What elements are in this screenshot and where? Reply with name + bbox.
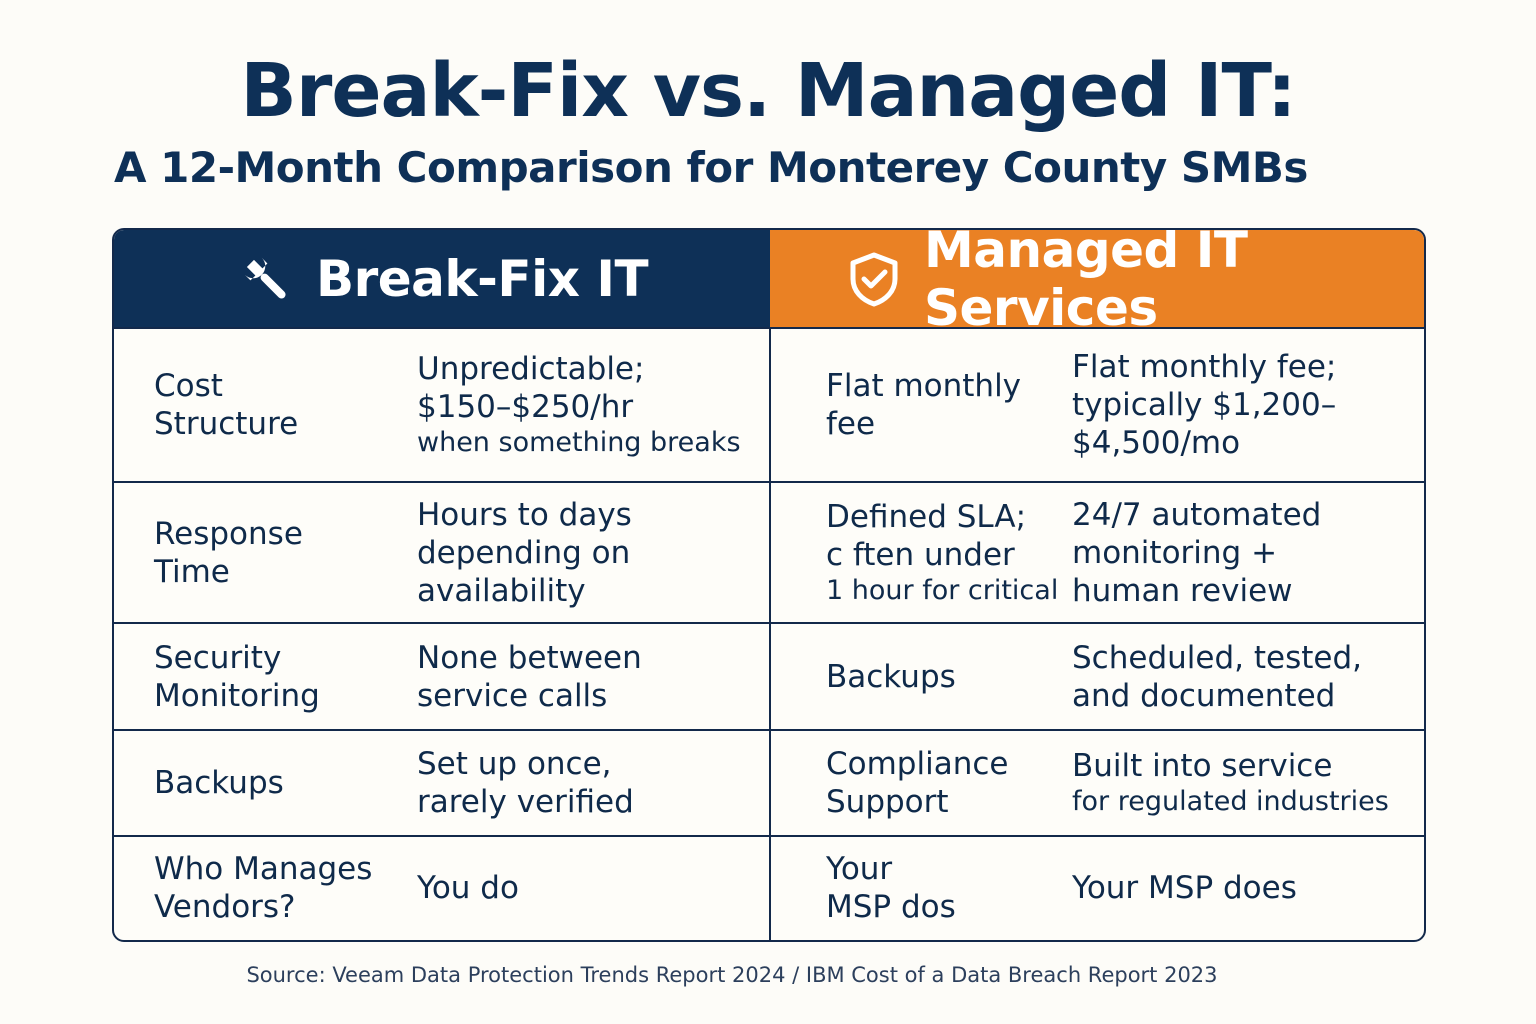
row-3-left-value: None between service calls [417,639,642,714]
row-1-left-value: Unpredictable; $150–$250/hr when somethi… [417,351,741,458]
row-3-right-value: Scheduled, tested, and documented [1072,639,1362,714]
wrench-icon [238,251,294,307]
column-divider [769,328,771,940]
source-citation: Source: Veeam Data Protection Trends Rep… [246,963,1218,987]
row-1-left-label: Cost Structure [154,368,299,442]
row-1-right-label: Flat monthly fee [826,368,1022,442]
column-header-label: Managed IT Services [924,228,1248,337]
row-divider [114,481,1424,483]
row-4-right-value: Built into service for regulated industr… [1072,748,1389,817]
row-divider [114,729,1424,731]
row-2-right-label: Defined SLA; ϲ ften under 1 hour for cri… [826,498,1059,606]
column-header-break-fix: Break-Fix IT [114,230,770,328]
row-2-left-label: Response Time [154,515,303,590]
row-2-right-value: 24/7 automated monitoring + human review [1072,496,1322,609]
row-4-right-label: Compliance Support [826,746,1009,820]
row-divider [114,622,1424,624]
row-2-left-value: Hours to days depending on availability [417,496,632,609]
row-5-right-label: Your MSP dos [826,850,956,925]
row-3-right-label: Backups [826,658,956,695]
row-5-right-value: Your MSP does [1072,869,1297,906]
row-4-left-label: Backups [154,765,284,801]
row-5-left-value: You do [417,869,519,906]
column-header-label: Break-Fix IT [316,250,649,308]
row-1-right-value: Flat monthly fee; typically $1,200– $4,5… [1072,349,1337,461]
row-5-left-label: Who Manages Vendors? [154,850,373,925]
shield-check-icon [846,251,902,307]
page-title: Break-Fix vs. Managed IT: [240,48,1296,134]
row-divider [114,327,1424,329]
column-header-managed: Managed IT Services [770,230,1424,337]
row-divider [114,835,1424,837]
row-3-left-label: Security Monitoring [154,639,320,714]
page-subtitle: A 12-Month Comparison for Monterey Count… [114,143,1308,192]
comparison-table: Break-Fix IT Managed IT Services Cost St… [112,228,1426,942]
row-4-left-value: Set up once, rarely verified [417,746,634,820]
